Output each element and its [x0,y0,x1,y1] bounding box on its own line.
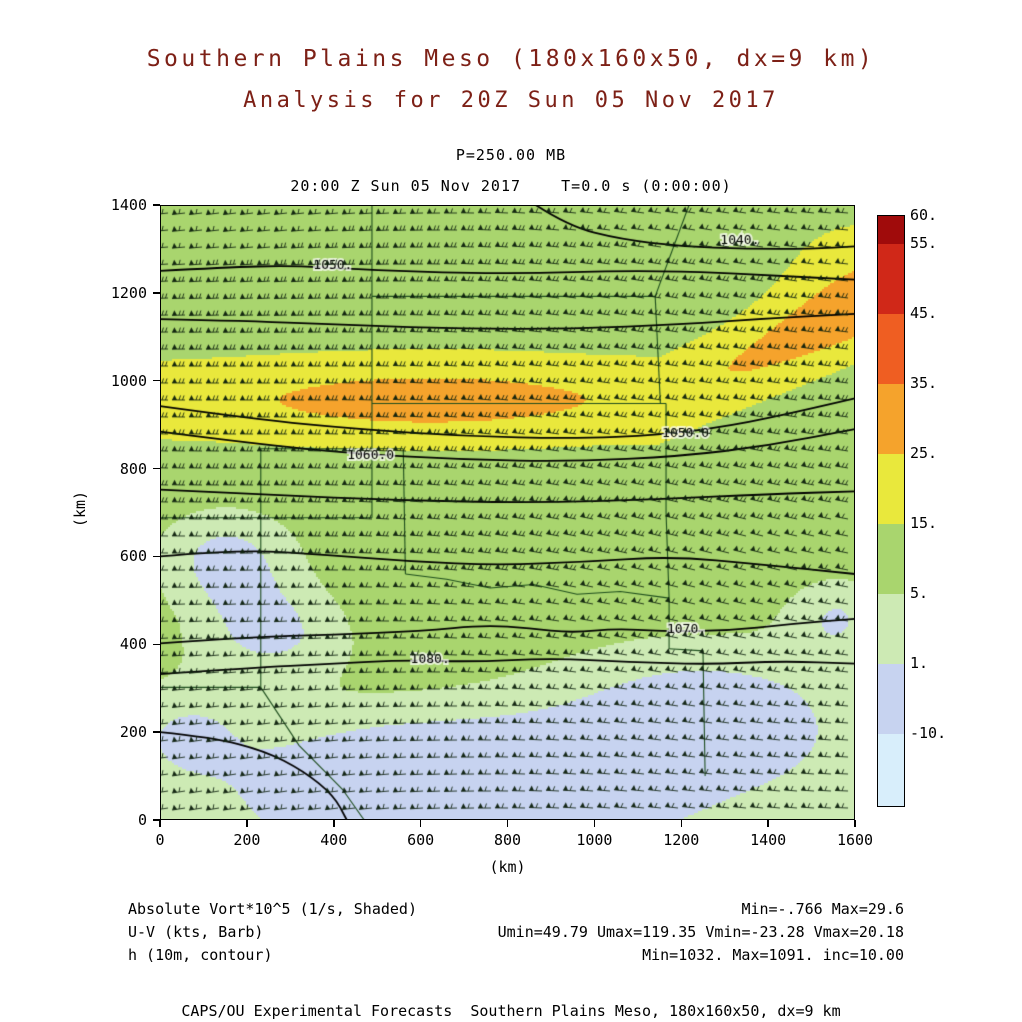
legend-field-name: U-V (kts, Barb) [128,923,264,941]
y-tick [153,643,160,646]
x-tick [854,820,856,827]
x-tick-label: 1600 [836,831,874,849]
y-tick-label: 800 [119,459,147,478]
y-tick-label: 0 [137,811,147,829]
y-tick-label: 600 [119,547,147,566]
colorbar-band [878,454,904,524]
colorbar-band [878,384,904,454]
legend-row-shaded: Absolute Vort*10^5 (1/s, Shaded) Min=-.7… [128,898,904,921]
colorbar-band [878,734,904,806]
y-tick-label: 200 [119,723,147,742]
x-tick [159,820,161,827]
colorbar-band [878,524,904,594]
colorbar-tick-label: 60. [910,206,938,224]
map-canvas [160,205,855,820]
y-tick [153,204,160,206]
x-tick [593,820,596,827]
valid-time-label: 20:00 Z Sun 05 Nov 2017 T=0.0 s (0:00:00… [290,177,732,195]
legend-row-wind: U-V (kts, Barb) Umin=49.79 Umax=119.35 V… [128,921,904,944]
y-axis-title: (km) [71,490,90,528]
y-tick-label: 1000 [110,371,147,390]
x-tick-label: 800 [493,831,522,849]
figure-title: Southern Plains Meso (180x160x50, dx=9 k… [146,46,876,72]
colorbar-band [878,244,904,314]
colorbar-tick-label: 5. [910,584,929,602]
colorbar-band [878,594,904,664]
colorbar-band [878,664,904,734]
x-tick-label: 1200 [663,831,700,849]
legend-block: Absolute Vort*10^5 (1/s, Shaded) Min=-.7… [128,898,904,967]
y-tick [153,819,160,821]
colorbar-tick-label: 1. [910,654,929,672]
colorbar-tick-label: 15. [910,514,938,532]
legend-field-stats: Min=1032. Max=1091. inc=10.00 [642,946,904,964]
colorbar-band [878,216,904,244]
colorbar-tick-label: 25. [910,444,938,462]
colorbar-tick-label: 55. [910,234,938,252]
y-tick [153,379,160,382]
x-tick [767,820,769,827]
x-tick-label: 0 [155,831,165,849]
colorbar-tick-label: 45. [910,304,938,322]
x-tick [419,820,422,827]
x-tick [680,820,682,827]
colorbar-tick-label: 35. [910,374,938,392]
colorbar-tick-label: -10. [910,724,947,742]
legend-field-stats: Min=-.766 Max=29.6 [741,900,904,918]
colorbar-band [878,314,904,384]
y-tick-label: 1400 [110,196,147,214]
x-tick-label: 400 [320,831,348,849]
y-tick-label: 1200 [110,283,147,302]
x-tick-label: 600 [407,831,435,849]
y-tick [153,731,160,733]
y-tick [153,467,160,470]
y-tick-label: 400 [119,635,147,654]
pressure-level-label: P=250.00 MB [455,146,567,164]
legend-field-stats: Umin=49.79 Umax=119.35 Vmin=-23.28 Vmax=… [497,923,904,941]
x-axis-title: (km) [489,858,526,876]
legend-field-name: h (10m, contour) [128,946,273,964]
colorbar [877,215,905,807]
x-tick-label: 1000 [576,831,613,849]
x-tick [246,820,248,827]
y-tick [153,555,160,558]
x-tick [506,820,509,827]
credit-line: CAPS/OU Experimental Forecasts Southern … [181,1002,841,1020]
x-tick-label: 1400 [750,831,787,849]
figure-subtitle: Analysis for 20Z Sun 05 Nov 2017 [243,88,779,113]
x-tick [333,820,335,827]
legend-field-name: Absolute Vort*10^5 (1/s, Shaded) [128,900,417,918]
x-tick-label: 200 [233,831,261,849]
legend-row-contour: h (10m, contour) Min=1032. Max=1091. inc… [128,944,904,967]
y-tick [153,292,160,294]
